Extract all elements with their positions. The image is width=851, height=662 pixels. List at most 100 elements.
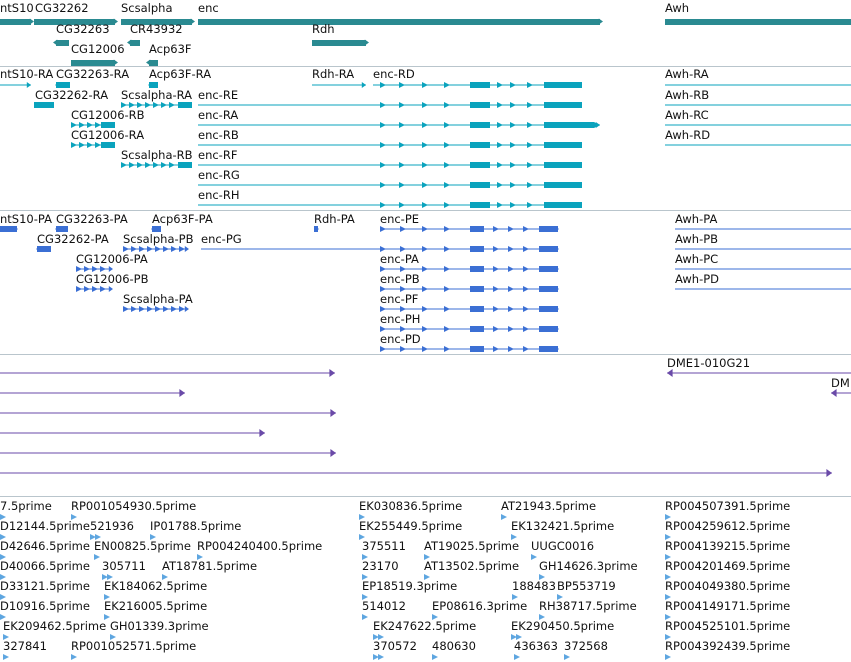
gene-feature[interactable] bbox=[198, 19, 600, 25]
est-marker[interactable] bbox=[665, 634, 671, 640]
feature-label[interactable]: Rdh-PA bbox=[314, 212, 355, 226]
est-marker[interactable] bbox=[71, 514, 77, 520]
feature-label[interactable]: Awh-RD bbox=[665, 128, 711, 142]
feature-label[interactable]: enc-RG bbox=[198, 168, 240, 182]
gene-feature[interactable] bbox=[149, 60, 158, 66]
est-marker[interactable] bbox=[557, 594, 563, 600]
est-marker[interactable] bbox=[359, 514, 365, 520]
feature-label[interactable]: RP004049380.5prime bbox=[665, 579, 791, 593]
feature-label[interactable]: 305711 bbox=[102, 559, 146, 573]
feature-label[interactable]: AT19025.5prime bbox=[424, 539, 520, 553]
est-marker[interactable] bbox=[539, 614, 545, 620]
feature-label[interactable]: RP004139215.5prime bbox=[665, 539, 791, 553]
est-marker[interactable] bbox=[665, 534, 671, 540]
feature-label[interactable]: D42646.5prime bbox=[0, 539, 90, 553]
est-marker[interactable] bbox=[373, 654, 379, 660]
feature-label[interactable]: CG12006-PA bbox=[76, 252, 148, 266]
feature-label[interactable]: enc-PB bbox=[380, 272, 420, 286]
feature-label[interactable]: EK209462.5prime bbox=[3, 619, 107, 633]
feature-label[interactable]: RP004525101.5prime bbox=[665, 619, 791, 633]
feature-label[interactable]: CG32263-RA bbox=[56, 67, 130, 81]
gene-feature[interactable] bbox=[0, 19, 31, 25]
feature-label[interactable]: EK216005.5prime bbox=[104, 599, 208, 613]
feature-label[interactable]: enc-RE bbox=[198, 88, 239, 102]
feature-label[interactable]: RP004201469.5prime bbox=[665, 559, 791, 573]
feature-label[interactable]: EK255449.5prime bbox=[359, 519, 463, 533]
feature-label[interactable]: EN00825.5prime bbox=[94, 539, 191, 553]
feature-label[interactable]: 7.5prime bbox=[0, 499, 52, 513]
feature-label[interactable]: CG12006-RB bbox=[71, 108, 145, 122]
feature-label[interactable]: ntS10-RA bbox=[0, 67, 54, 81]
est-marker[interactable] bbox=[539, 574, 545, 580]
feature-label[interactable]: Acp63F-RA bbox=[149, 67, 212, 81]
est-marker[interactable] bbox=[197, 554, 203, 560]
est-marker[interactable] bbox=[531, 554, 537, 560]
feature-label[interactable]: EP18519.3prime bbox=[362, 579, 458, 593]
est-marker[interactable] bbox=[0, 554, 6, 560]
feature-label[interactable]: Scsalpha-PA bbox=[123, 292, 193, 306]
feature-label[interactable]: GH14626.3prime bbox=[539, 559, 638, 573]
est-marker[interactable] bbox=[359, 534, 365, 540]
feature-label[interactable]: 23170 bbox=[362, 559, 399, 573]
feature-label[interactable]: RP004392439.5prime bbox=[665, 639, 791, 653]
feature-label[interactable]: EK184062.5prime bbox=[104, 579, 208, 593]
feature-label[interactable]: EK132421.5prime bbox=[511, 519, 615, 533]
feature-label[interactable]: D40066.5prime bbox=[0, 559, 90, 573]
est-marker[interactable] bbox=[511, 534, 517, 540]
feature-label[interactable]: enc-RD bbox=[373, 67, 415, 81]
est-marker[interactable] bbox=[665, 554, 671, 560]
est-marker[interactable] bbox=[162, 574, 168, 580]
est-marker[interactable] bbox=[0, 534, 6, 540]
feature-label[interactable]: enc-PG bbox=[201, 232, 242, 246]
feature-label[interactable]: ntS10-PA bbox=[0, 212, 52, 226]
feature-label[interactable]: 480630 bbox=[432, 639, 476, 653]
feature-label[interactable]: UUGC0016 bbox=[531, 539, 595, 553]
est-marker[interactable] bbox=[0, 614, 6, 620]
feature-label[interactable]: AT18781.5prime bbox=[162, 559, 258, 573]
est-marker[interactable] bbox=[424, 554, 430, 560]
est-marker[interactable] bbox=[424, 574, 430, 580]
feature-label[interactable]: enc-RB bbox=[198, 128, 239, 142]
feature-label[interactable]: Awh-RC bbox=[665, 108, 709, 122]
feature-label[interactable]: RP004507391.5prime bbox=[665, 499, 791, 513]
feature-label[interactable]: RH38717.5prime bbox=[539, 599, 637, 613]
feature-label[interactable]: IP01788.5prime bbox=[150, 519, 242, 533]
est-marker[interactable] bbox=[362, 574, 368, 580]
feature-label[interactable]: Awh-PD bbox=[675, 272, 720, 286]
feature-label[interactable]: 188483 bbox=[512, 579, 556, 593]
est-marker[interactable] bbox=[501, 514, 507, 520]
feature-label[interactable]: ntS10 bbox=[0, 1, 34, 15]
feature-label[interactable]: RP001052571.5prime bbox=[71, 639, 197, 653]
est-marker[interactable] bbox=[94, 554, 100, 560]
est-marker[interactable] bbox=[665, 514, 671, 520]
feature-label[interactable]: CG12006-PB bbox=[76, 272, 149, 286]
feature-label[interactable]: BP553719 bbox=[557, 579, 616, 593]
feature-label[interactable]: CG32263-PA bbox=[56, 212, 128, 226]
gene-feature[interactable] bbox=[121, 19, 192, 25]
feature-label[interactable]: 370572 bbox=[373, 639, 417, 653]
feature-label[interactable]: enc-RF bbox=[198, 148, 238, 162]
feature-label[interactable]: 327841 bbox=[3, 639, 47, 653]
gene-feature[interactable] bbox=[56, 40, 69, 46]
feature-label[interactable]: enc-RA bbox=[198, 108, 239, 122]
feature-label[interactable]: Scsalpha-RA bbox=[121, 88, 193, 102]
est-marker[interactable] bbox=[373, 634, 379, 640]
gene-feature[interactable] bbox=[312, 40, 366, 46]
est-marker[interactable] bbox=[110, 634, 116, 640]
feature-label[interactable]: RP001054930.5prime bbox=[71, 499, 197, 513]
feature-label[interactable]: Awh-PA bbox=[675, 212, 718, 226]
feature-label[interactable]: EK247622.5prime bbox=[373, 619, 477, 633]
est-marker[interactable] bbox=[0, 514, 6, 520]
est-marker[interactable] bbox=[102, 574, 108, 580]
gene-feature[interactable] bbox=[34, 19, 115, 25]
est-marker[interactable] bbox=[665, 614, 671, 620]
feature-label[interactable]: Awh-RB bbox=[665, 88, 710, 102]
est-marker[interactable] bbox=[362, 594, 368, 600]
feature-label[interactable]: Acp63F-PA bbox=[152, 212, 213, 226]
feature-label[interactable]: CG32262-RA bbox=[35, 88, 109, 102]
feature-label[interactable]: 436363 bbox=[514, 639, 558, 653]
feature-label[interactable]: CG12006 bbox=[71, 42, 125, 56]
feature-label[interactable]: 514012 bbox=[362, 599, 406, 613]
feature-label[interactable]: Rdh bbox=[312, 22, 335, 36]
feature-label[interactable]: Awh bbox=[665, 1, 690, 15]
